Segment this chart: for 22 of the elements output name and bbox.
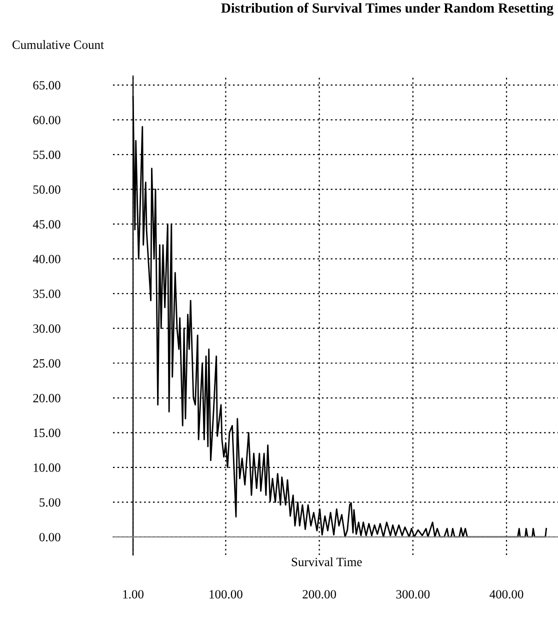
y-tick-label: 5.00 (40, 498, 60, 507)
y-tick-label: 50.00 (33, 185, 60, 194)
y-tick-label: 0.00 (39, 532, 60, 542)
y-tick-label: 65.00 (33, 81, 60, 90)
x-tick-label: 1.00 (123, 590, 144, 599)
y-tick-label: 20.00 (33, 394, 60, 402)
y-tick-label: 40.00 (32, 254, 60, 264)
y-tick-label: 15.00 (34, 428, 60, 438)
x-tick-label: 300.00 (396, 590, 430, 599)
chart-title: Distribution of Survival Times under Random Resetting (221, 2, 554, 16)
y-tick-label: 10.00 (34, 463, 60, 472)
y-tick-label: 30.00 (33, 324, 60, 333)
x-tick-label: 400.00 (490, 590, 524, 599)
x-tick-label: 200.00 (302, 590, 336, 599)
x-tick-label: 100.00 (210, 590, 242, 599)
y-tick-label: 25.00 (33, 359, 60, 368)
y-axis-title: Cumulative Count (12, 40, 104, 49)
y-tick-label: 55.00 (33, 150, 60, 160)
y-tick-label: 60.00 (33, 116, 60, 124)
y-tick-label: 45.00 (32, 220, 60, 229)
x-axis-title: Survival Time (292, 557, 362, 566)
y-tick-label: 35.00 (33, 290, 60, 298)
